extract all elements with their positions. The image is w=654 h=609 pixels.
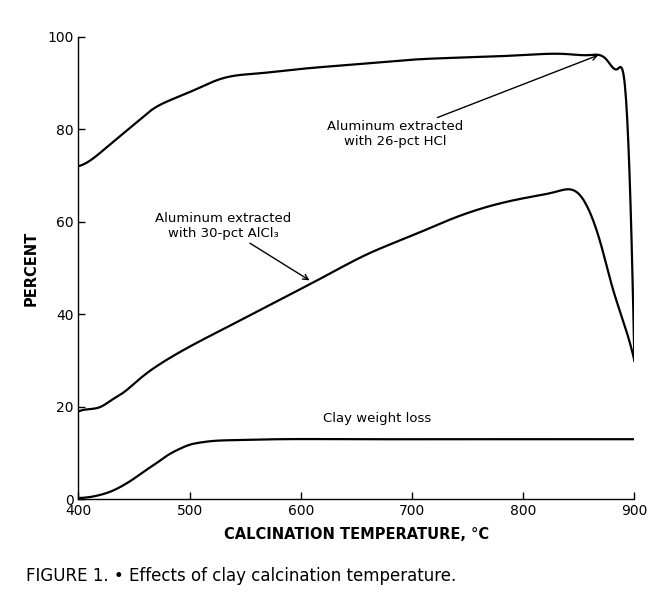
Text: FIGURE 1. • Effects of clay calcination temperature.: FIGURE 1. • Effects of clay calcination … [26, 566, 456, 585]
Text: Aluminum extracted
with 30-pct AlCl₃: Aluminum extracted with 30-pct AlCl₃ [155, 213, 308, 280]
Y-axis label: PERCENT: PERCENT [24, 230, 39, 306]
Text: Aluminum extracted
with 26-pct HCl: Aluminum extracted with 26-pct HCl [327, 55, 597, 148]
X-axis label: CALCINATION TEMPERATURE, °C: CALCINATION TEMPERATURE, °C [224, 527, 489, 541]
Text: Clay weight loss: Clay weight loss [323, 412, 432, 425]
